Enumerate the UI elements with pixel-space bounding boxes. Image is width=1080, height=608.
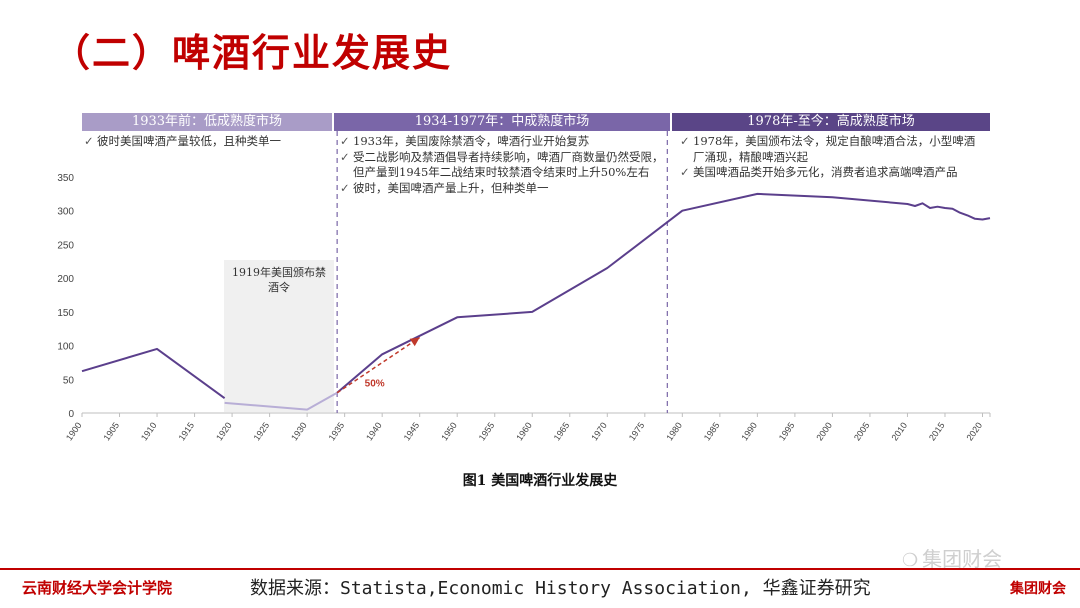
phase-notes-mid: ✓ 1933年，美国废除禁酒令，啤酒行业开始复苏 ✓ 受二战影响及禁酒倡导者持续影响… — [340, 134, 664, 196]
phase-note: ✓ 彼时美国啤酒产量较低，且种类单一 — [84, 134, 281, 148]
phase-note: ✓ 1978年，美国颁布法令，规定自酿啤酒合法，小型啤酒厂涌现，精酿啤酒兴起 — [680, 134, 976, 164]
x-tick-label: 1935 — [327, 420, 347, 442]
x-tick-label: 2015 — [927, 420, 947, 442]
growth-arrow — [336, 336, 421, 394]
x-tick-label: 1970 — [589, 420, 609, 442]
y-tick-label: 100 — [57, 342, 74, 353]
y-tick-label: 200 — [57, 274, 74, 285]
figure-caption: 图1 美国啤酒行业发展史 — [462, 473, 618, 489]
phase-note: ✓ 受二战影响及禁酒倡导者持续影响，啤酒厂商数量仍然受限，但产量到1945年二战结… — [340, 149, 664, 180]
check-icon: ✓ — [340, 149, 350, 164]
check-icon: ✓ — [680, 134, 690, 148]
phase-note: ✓ 1933年，美国废除禁酒令，啤酒行业开始复苏 — [340, 134, 590, 148]
x-tick-label: 1960 — [514, 420, 534, 442]
phase-bar-high-maturity: 1978年-至今：高成熟度市场 — [672, 113, 990, 131]
check-icon: ✓ — [340, 180, 350, 195]
footer-brand: 集团财会 — [1010, 581, 1066, 597]
phase-bar-low-maturity: 1933年前：低成熟度市场 — [82, 113, 332, 131]
x-tick-label: 1995 — [777, 420, 797, 442]
y-tick-label: 250 — [57, 240, 74, 251]
page-title: （二）啤酒行业发展史 — [52, 30, 453, 75]
prohibition-annotation: 1919年美国颁布禁酒令 — [232, 266, 326, 294]
production-line-pre-prohibition — [81, 347, 226, 400]
production-line-post-prohibition — [336, 192, 991, 394]
y-tick-label: 300 — [57, 207, 74, 218]
phase-notes-high: ✓ 1978年，美国颁布法令，规定自酿啤酒合法，小型啤酒厂涌现，精酿啤酒兴起 ✓ 美… — [680, 134, 985, 181]
x-tick-label: 2005 — [852, 420, 872, 442]
x-tick-label: 2010 — [889, 420, 909, 442]
footer-divider — [0, 568, 1080, 570]
wechat-icon: ❍ — [902, 550, 919, 571]
production-line-prohibition — [224, 391, 338, 411]
x-tick-label: 1965 — [552, 420, 572, 442]
footer-source: 数据来源：Statista,Economic History Associati… — [250, 578, 871, 599]
watermark: ❍ 集团财会 — [902, 547, 1003, 571]
phase-notes-low: ✓ 彼时美国啤酒产量较低，且种类单一 — [84, 134, 324, 150]
growth-label: 50% — [365, 378, 385, 389]
y-tick-label: 350 — [57, 173, 74, 184]
x-tick-label: 1945 — [402, 420, 422, 442]
check-icon: ✓ — [84, 134, 94, 148]
phase-bar-mid-maturity: 1934-1977年：中成熟度市场 — [334, 113, 670, 131]
y-tick-label: 50 — [63, 375, 75, 386]
x-tick-label: 1910 — [139, 420, 159, 442]
x-tick-label: 1990 — [739, 420, 759, 442]
phase-note: ✓ 彼时，美国啤酒产量上升，但种类单一 — [340, 180, 549, 195]
x-tick-label: 1955 — [477, 420, 497, 442]
x-tick-label: 2000 — [814, 420, 834, 442]
x-tick-label: 1930 — [289, 420, 309, 442]
check-icon: ✓ — [340, 134, 350, 148]
x-tick-label: 1975 — [627, 420, 647, 442]
y-tick-label: 0 — [68, 409, 74, 420]
prohibition-period-shading — [224, 260, 334, 412]
x-tick-label: 1940 — [364, 420, 384, 442]
phase-note: ✓ 美国啤酒品类开始多元化，消费者追求高端啤酒产品 — [680, 165, 958, 179]
x-tick-label: 1950 — [439, 420, 459, 442]
x-tick-label: 1920 — [214, 420, 234, 442]
x-tick-label: 2020 — [964, 420, 984, 442]
x-tick-label: 1980 — [664, 420, 684, 442]
check-icon: ✓ — [680, 165, 690, 179]
footer-institution: 云南财经大学会计学院 — [22, 579, 173, 597]
x-tick-label: 1985 — [702, 420, 722, 442]
x-tick-label: 1915 — [177, 420, 197, 442]
x-tick-label: 1905 — [101, 420, 121, 442]
y-tick-label: 150 — [57, 308, 74, 319]
x-tick-label: 1900 — [64, 420, 84, 442]
x-tick-label: 1925 — [252, 420, 272, 442]
